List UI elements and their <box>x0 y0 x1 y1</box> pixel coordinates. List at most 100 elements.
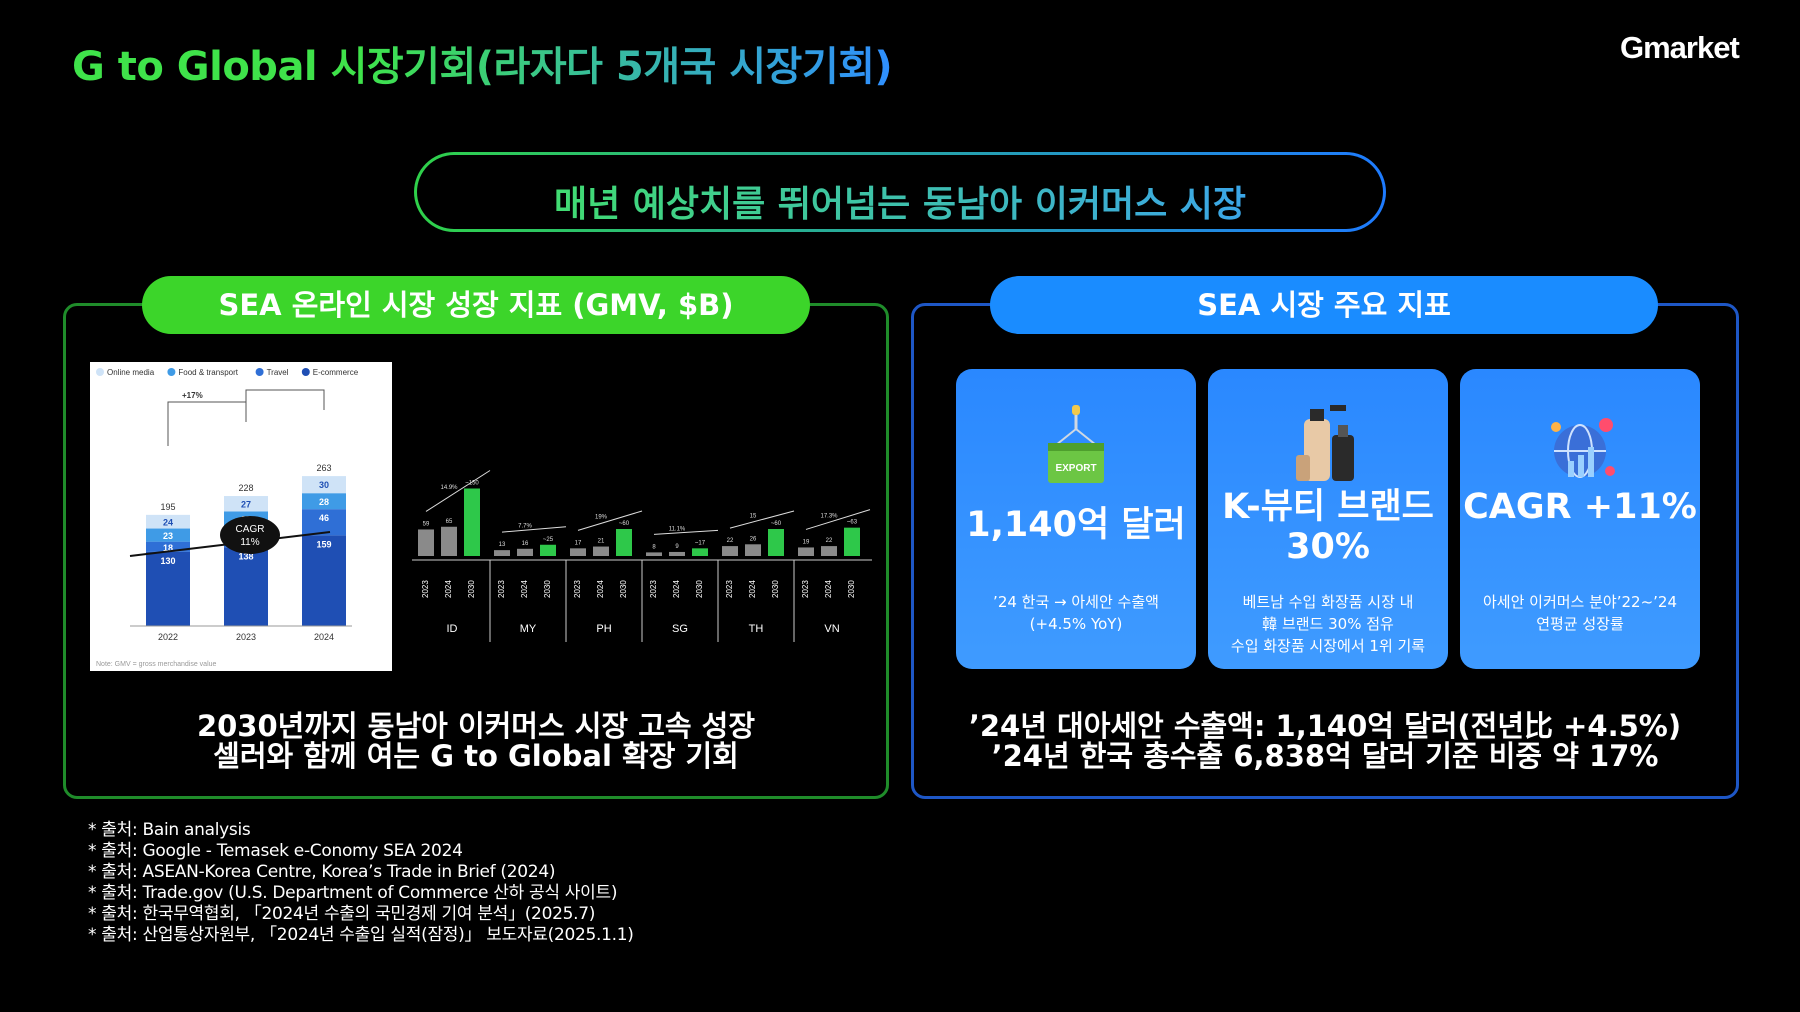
country-bar <box>418 529 434 556</box>
year-tick-label: 2023 <box>649 580 658 598</box>
bar-value-label: ~150 <box>465 481 479 487</box>
x-tick-label: 2022 <box>158 632 178 642</box>
country-ecommerce-chart: 59 2023 65 2024 ~150 2030 14.9% ID 13 2023 16 2024 ~… <box>408 432 872 658</box>
segment-label: 159 <box>316 539 331 549</box>
bar-value-label: 26 <box>750 536 757 542</box>
country-label: VN <box>824 623 839 635</box>
country-label: TH <box>749 623 764 635</box>
x-tick-label: 2023 <box>236 632 256 642</box>
cagr-arrow <box>501 526 567 533</box>
legend-label: Travel <box>267 368 289 377</box>
cagr-label: 14.9% <box>440 485 458 491</box>
footnote: * 출처: 한국무역협회, 「2024년 수출의 국민경제 기여 분석」(202… <box>88 904 596 924</box>
right-panel-title: SEA 시장 주요 지표 <box>990 276 1658 334</box>
country-bar <box>593 546 609 556</box>
x-tick-label: 2024 <box>314 632 334 642</box>
bar-value-label: 17 <box>575 540 582 546</box>
legend-label: Food & transport <box>178 368 238 377</box>
stack-segment <box>146 514 190 529</box>
stack-segment <box>302 509 346 536</box>
stack-segment <box>302 476 346 494</box>
stack-segment <box>224 496 268 512</box>
year-tick-label: 2023 <box>573 580 582 598</box>
card-kbeauty-title: K-뷰티 브랜드 <box>1222 487 1434 527</box>
country-bar <box>798 547 814 556</box>
cagr-bubble <box>220 516 280 554</box>
right-summary-line2: ’24년 한국 총수출 6,838억 달러 기준 비중 약 17% <box>991 739 1659 773</box>
country-bar <box>540 544 556 556</box>
sea-gmv-stacked-chart: Online media Food & transport Travel E-comm… <box>90 362 392 671</box>
card-kbeauty: K-뷰티 브랜드 30% 베트남 수입 화장품 시장 내 韓 브랜드 30% 점… <box>1208 369 1448 669</box>
segment-label: 18 <box>163 543 173 553</box>
legend-label: Online media <box>107 368 155 377</box>
bar-value-label: 8 <box>652 544 656 550</box>
year-tick-label: 2024 <box>596 580 605 598</box>
year-tick-label: 2030 <box>771 580 780 598</box>
footnote: * 출처: 산업통상자원부, 「2024년 수출입 실적(잠정)」 보도자료(2… <box>88 925 634 945</box>
country-bar <box>616 529 632 556</box>
bar-value-label: 9 <box>675 544 679 550</box>
stack-segment <box>146 551 190 626</box>
legend-label: E-commerce <box>313 368 359 377</box>
year-tick-label: 2023 <box>497 580 506 598</box>
country-bar <box>646 552 662 556</box>
stack-segment <box>146 528 190 542</box>
segment-label: 23 <box>163 531 173 541</box>
year-tick-label: 2030 <box>695 580 704 598</box>
cagr-label: 7.7% <box>518 523 532 529</box>
cagr-arrow <box>805 509 871 530</box>
year-tick-label: 2023 <box>421 580 430 598</box>
card-cagr: CAGR +11% 아세안 이커머스 분야’22~’24 연평균 성장률 <box>1460 369 1700 669</box>
bar-value-label: ~60 <box>619 521 630 527</box>
total-label: 195 <box>160 502 175 512</box>
headline-banner: 매년 예상치를 뛰어넘는 동남아 이커머스 시장 <box>414 152 1386 232</box>
country-bar <box>722 546 738 556</box>
growth-bracket <box>167 401 247 446</box>
card-kbeauty-desc1: 베트남 수입 화장품 시장 내 <box>1242 593 1414 611</box>
bar-value-label: ~25 <box>543 537 554 543</box>
export-tag: EXPORT <box>1055 463 1096 474</box>
bar-value-label: ~17 <box>695 540 706 546</box>
growth-bracket <box>245 389 325 410</box>
total-label: 263 <box>316 463 331 473</box>
cagr-label: 15 <box>750 514 757 520</box>
year-tick-label: 2030 <box>467 580 476 598</box>
country-bar <box>441 526 457 556</box>
cagr-arrow <box>653 529 719 535</box>
segment-label: 30 <box>319 480 329 490</box>
right-summary-line1: ’24년 대아세안 수출액: 1,140억 달러(전년比 +4.5%) <box>968 709 1682 743</box>
headline-banner-text: 매년 예상치를 뛰어넘는 동남아 이커머스 시장 <box>417 175 1383 227</box>
bar-value-label: 22 <box>826 538 833 544</box>
footnote: * 출처: Bain analysis <box>88 820 251 840</box>
country-bar <box>494 550 510 556</box>
bar-value-label: 13 <box>499 542 506 548</box>
cagr-arrow <box>425 470 491 512</box>
left-panel-title: SEA 온라인 시장 성장 지표 (GMV, $B) <box>142 276 810 334</box>
stack-segment <box>224 547 268 626</box>
stack-segment <box>146 541 190 552</box>
card-export-desc1: ’24 한국 → 아세안 수출액 <box>993 593 1159 611</box>
footnote: * 출처: ASEAN-Korea Centre, Korea’s Trade … <box>88 862 556 882</box>
country-bar <box>669 551 685 556</box>
country-bar <box>821 546 837 556</box>
card-export: EXPORT 1,140억 달러 ’24 한국 → 아세안 수출액 (+4.5%… <box>956 369 1196 669</box>
cagr-label: 19% <box>595 515 608 521</box>
footnote: * 출처: Trade.gov (U.S. Department of Comm… <box>88 883 618 903</box>
page-title: G to Global 시장기회(라자다 5개국 시장기회) <box>72 34 893 92</box>
country-bar <box>844 527 860 556</box>
bar-value-label: ~60 <box>771 521 782 527</box>
card-kbeauty-desc2: 韓 브랜드 30% 점유 <box>1262 615 1394 633</box>
year-tick-label: 2024 <box>824 580 833 598</box>
segment-label: 27 <box>241 500 251 510</box>
cagr-label: 11.1% <box>669 526 686 532</box>
card-kbeauty-desc3: 수입 화장품 시장에서 1위 기록 <box>1230 637 1426 655</box>
growth-label: +17% <box>182 391 203 400</box>
card-export-value: 1,140억 달러 <box>966 505 1186 545</box>
gmarket-logo: Gmarket <box>1620 30 1740 65</box>
year-tick-label: 2024 <box>672 580 681 598</box>
country-bar <box>745 544 761 556</box>
bar-value-label: 21 <box>598 539 605 545</box>
cagr-value: 11% <box>240 537 259 548</box>
year-tick-label: 2030 <box>543 580 552 598</box>
card-cagr-desc2: 연평균 성장률 <box>1536 615 1624 633</box>
